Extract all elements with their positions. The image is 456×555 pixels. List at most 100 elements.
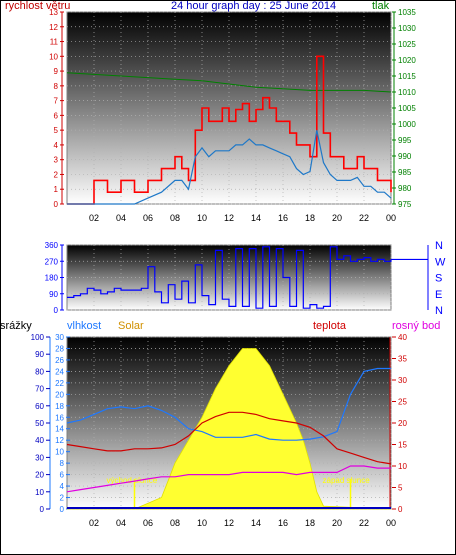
x-tick-label: 06 xyxy=(143,518,153,528)
y-tick-label: 10 xyxy=(398,462,407,471)
y-tick-label: 975 xyxy=(398,200,412,209)
y-tick-label: 360 xyxy=(45,241,59,250)
y-tick-label: 1005 xyxy=(398,104,416,113)
y-tick-label: 50 xyxy=(35,419,44,428)
x-tick-label: 18 xyxy=(305,213,315,223)
x-tick-label: 02 xyxy=(89,213,99,223)
sunrise-label: východ slunce xyxy=(107,476,158,485)
solar-area xyxy=(67,348,392,510)
x-tick-label: 14 xyxy=(251,213,261,223)
y-tick-label: 20 xyxy=(398,419,407,428)
solar-axis-title: Solar xyxy=(118,320,144,332)
x-tick-label: 20 xyxy=(332,518,342,528)
y-tick-label: 60 xyxy=(35,402,44,411)
y-tick-label: 12 xyxy=(55,436,64,445)
y-tick-label: 1025 xyxy=(398,40,416,49)
y-tick-label: 0 xyxy=(398,505,403,514)
y-tick-label: 995 xyxy=(398,136,412,145)
x-tick-label: 12 xyxy=(224,213,234,223)
y-tick-label: 1015 xyxy=(398,72,416,81)
temperature-axis-title: teplota xyxy=(313,320,347,332)
y-tick-label: 100 xyxy=(31,333,45,342)
y-tick-label: 4 xyxy=(54,141,59,150)
pressure-line xyxy=(66,72,392,93)
compass-label: S xyxy=(435,273,442,285)
y-tick-label: 15 xyxy=(398,441,407,450)
y-tick-label: 1 xyxy=(54,185,59,194)
x-tick-label: 00 xyxy=(386,518,396,528)
x-tick-label: 08 xyxy=(170,213,180,223)
y-tick-label: 24 xyxy=(55,367,64,376)
y-tick-label: 10 xyxy=(55,448,64,457)
y-tick-label: 90 xyxy=(49,290,58,299)
y-tick-label: 20 xyxy=(55,390,64,399)
compass-label: E xyxy=(435,289,442,301)
y-tick-label: 0 xyxy=(60,505,65,514)
wind-pressure-panel: 0123456789101112139759809859909951000100… xyxy=(49,8,416,223)
y-tick-label: 0 xyxy=(40,505,45,514)
x-tick-label: 10 xyxy=(197,213,207,223)
y-tick-label: 13 xyxy=(49,8,58,17)
rain-axis-title: srážky xyxy=(0,320,32,332)
y-tick-label: 30 xyxy=(55,333,64,342)
x-tick-label: 12 xyxy=(224,518,234,528)
y-tick-label: 35 xyxy=(398,355,407,364)
y-tick-label: 4 xyxy=(60,482,65,491)
humidity-solar-temperature-panel: 0102030405060708090100024681012141618202… xyxy=(31,333,408,528)
x-tick-label: 22 xyxy=(359,213,369,223)
y-tick-label: 10 xyxy=(49,52,58,61)
humidity-axis-title: vlhkost xyxy=(67,320,102,332)
y-tick-label: 980 xyxy=(398,184,412,193)
y-tick-label: 2 xyxy=(60,494,65,503)
pressure-axis-title: tlak xyxy=(372,0,390,12)
chart-title: 24 hour graph day : 25 June 2014 xyxy=(171,0,337,12)
y-tick-label: 2 xyxy=(54,170,59,179)
y-tick-label: 90 xyxy=(35,350,44,359)
y-tick-label: 1035 xyxy=(398,8,416,17)
wind-axis-title: rychlost větru xyxy=(5,0,71,12)
y-tick-label: 6 xyxy=(54,111,59,120)
x-tick-label: 04 xyxy=(116,518,126,528)
y-tick-label: 26 xyxy=(55,356,64,365)
y-tick-label: 30 xyxy=(398,376,407,385)
y-tick-label: 7 xyxy=(54,97,59,106)
y-tick-label: 14 xyxy=(55,425,64,434)
compass-label: N xyxy=(435,305,443,317)
x-tick-label: 20 xyxy=(332,213,342,223)
wind-gust-line xyxy=(67,55,392,205)
compass-label: W xyxy=(435,256,446,268)
wind-average-line xyxy=(67,130,392,205)
temperature-line xyxy=(66,411,392,465)
y-tick-label: 6 xyxy=(60,471,65,480)
x-tick-label: 16 xyxy=(278,213,288,223)
y-tick-label: 30 xyxy=(35,453,44,462)
y-tick-label: 28 xyxy=(55,344,64,353)
sunset-label: západ slunce xyxy=(323,476,371,485)
compass-label: N xyxy=(435,240,443,252)
y-tick-label: 40 xyxy=(35,436,44,445)
y-tick-label: 1000 xyxy=(398,120,416,129)
x-tick-label: 16 xyxy=(278,518,288,528)
y-tick-label: 18 xyxy=(55,402,64,411)
y-tick-label: 180 xyxy=(45,274,59,283)
y-tick-label: 1010 xyxy=(398,88,416,97)
y-tick-label: 16 xyxy=(55,413,64,422)
y-tick-label: 5 xyxy=(54,126,59,135)
y-tick-label: 985 xyxy=(398,168,412,177)
y-tick-label: 25 xyxy=(398,398,407,407)
y-tick-label: 20 xyxy=(35,471,44,480)
y-tick-label: 5 xyxy=(398,484,403,493)
y-tick-label: 40 xyxy=(398,333,407,342)
x-tick-label: 10 xyxy=(197,518,207,528)
y-tick-label: 1020 xyxy=(398,56,416,65)
x-tick-label: 06 xyxy=(143,213,153,223)
humidity-line xyxy=(66,367,391,441)
y-tick-label: 270 xyxy=(45,257,59,266)
x-tick-label: 00 xyxy=(386,213,396,223)
y-tick-label: 10 xyxy=(35,488,44,497)
y-tick-label: 8 xyxy=(54,82,59,91)
y-tick-label: 22 xyxy=(55,379,64,388)
y-tick-label: 1030 xyxy=(398,24,416,33)
